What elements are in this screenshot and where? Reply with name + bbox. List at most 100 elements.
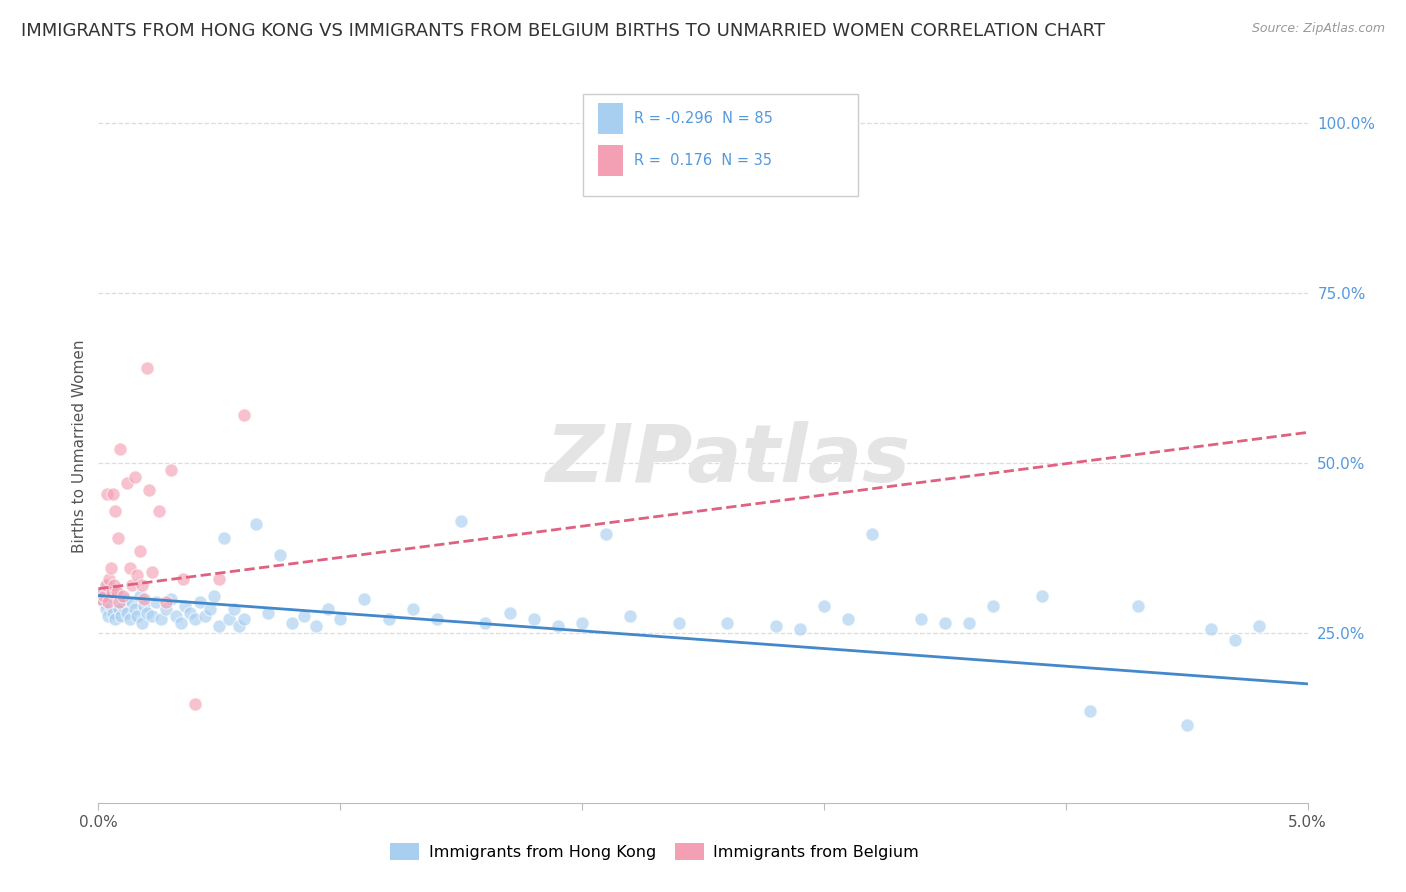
Point bbox=[837, 612, 859, 626]
Point bbox=[101, 486, 124, 500]
Point bbox=[172, 572, 194, 586]
Point bbox=[426, 612, 449, 626]
Point bbox=[218, 612, 240, 626]
Point bbox=[981, 599, 1004, 613]
Point bbox=[165, 608, 187, 623]
Point bbox=[100, 599, 122, 613]
Point bbox=[668, 615, 690, 630]
Point bbox=[98, 572, 121, 586]
Point bbox=[1078, 704, 1101, 718]
Point bbox=[1128, 599, 1150, 613]
Point bbox=[619, 608, 641, 623]
Point bbox=[716, 615, 738, 630]
Point bbox=[222, 602, 245, 616]
Point bbox=[1223, 632, 1246, 647]
Point bbox=[91, 585, 114, 599]
Point bbox=[813, 599, 835, 613]
Point bbox=[104, 612, 127, 626]
Point bbox=[184, 612, 207, 626]
Point bbox=[103, 591, 125, 606]
Point bbox=[860, 527, 883, 541]
Point bbox=[145, 595, 167, 609]
Point bbox=[245, 517, 267, 532]
Text: R = -0.296  N = 85: R = -0.296 N = 85 bbox=[634, 112, 773, 126]
Point bbox=[184, 698, 207, 712]
Point bbox=[107, 531, 129, 545]
Point bbox=[107, 595, 129, 609]
Point bbox=[124, 469, 146, 483]
Point bbox=[90, 591, 112, 606]
Point bbox=[150, 612, 173, 626]
Point bbox=[124, 602, 146, 616]
Point bbox=[141, 608, 163, 623]
Point bbox=[194, 608, 217, 623]
Point bbox=[934, 615, 956, 630]
Point bbox=[135, 606, 157, 620]
Point bbox=[188, 595, 211, 609]
Point bbox=[101, 606, 124, 620]
Point bbox=[232, 612, 254, 626]
Point bbox=[100, 585, 122, 599]
Point bbox=[208, 572, 231, 586]
Point bbox=[765, 619, 787, 633]
Point bbox=[316, 602, 339, 616]
Point bbox=[353, 591, 375, 606]
Point bbox=[402, 602, 425, 616]
Point bbox=[547, 619, 569, 633]
Point bbox=[174, 599, 197, 613]
Point bbox=[450, 514, 472, 528]
Point bbox=[789, 623, 811, 637]
Point bbox=[910, 612, 932, 626]
Point bbox=[108, 589, 131, 603]
Point bbox=[208, 619, 231, 633]
Point bbox=[134, 599, 156, 613]
Point bbox=[155, 602, 177, 616]
Point bbox=[93, 589, 115, 603]
Point bbox=[91, 585, 114, 599]
Point bbox=[571, 615, 593, 630]
Point bbox=[305, 619, 328, 633]
Point bbox=[111, 599, 134, 613]
Point bbox=[1249, 619, 1271, 633]
Point bbox=[1199, 623, 1222, 637]
Point bbox=[160, 591, 183, 606]
Point bbox=[169, 615, 191, 630]
Point bbox=[121, 595, 143, 609]
Point bbox=[498, 606, 520, 620]
Point bbox=[281, 615, 304, 630]
Point bbox=[1031, 589, 1053, 603]
Point bbox=[595, 527, 617, 541]
Point bbox=[198, 602, 221, 616]
Point bbox=[138, 483, 160, 498]
Point bbox=[105, 585, 128, 599]
Point bbox=[204, 589, 226, 603]
Point bbox=[108, 595, 131, 609]
Point bbox=[141, 565, 163, 579]
Point bbox=[103, 578, 125, 592]
Point bbox=[94, 578, 117, 592]
Point bbox=[94, 602, 117, 616]
Point bbox=[96, 578, 118, 592]
Point bbox=[127, 568, 149, 582]
Point bbox=[128, 544, 150, 558]
Point bbox=[474, 615, 496, 630]
Point bbox=[98, 589, 121, 603]
Point bbox=[105, 585, 128, 599]
Point bbox=[118, 561, 141, 575]
Point bbox=[127, 608, 149, 623]
Point bbox=[117, 476, 139, 491]
Point bbox=[118, 612, 141, 626]
Y-axis label: Births to Unmarried Women: Births to Unmarried Women bbox=[72, 339, 87, 553]
Text: IMMIGRANTS FROM HONG KONG VS IMMIGRANTS FROM BELGIUM BIRTHS TO UNMARRIED WOMEN C: IMMIGRANTS FROM HONG KONG VS IMMIGRANTS … bbox=[21, 22, 1105, 40]
Point bbox=[377, 612, 399, 626]
Point bbox=[110, 608, 132, 623]
Point bbox=[256, 606, 278, 620]
Point bbox=[269, 548, 291, 562]
Point bbox=[212, 531, 235, 545]
Point bbox=[104, 503, 127, 517]
Point bbox=[108, 442, 131, 457]
Text: R =  0.176  N = 35: R = 0.176 N = 35 bbox=[634, 153, 772, 168]
Point bbox=[134, 591, 156, 606]
Point bbox=[93, 595, 115, 609]
Point bbox=[117, 606, 139, 620]
